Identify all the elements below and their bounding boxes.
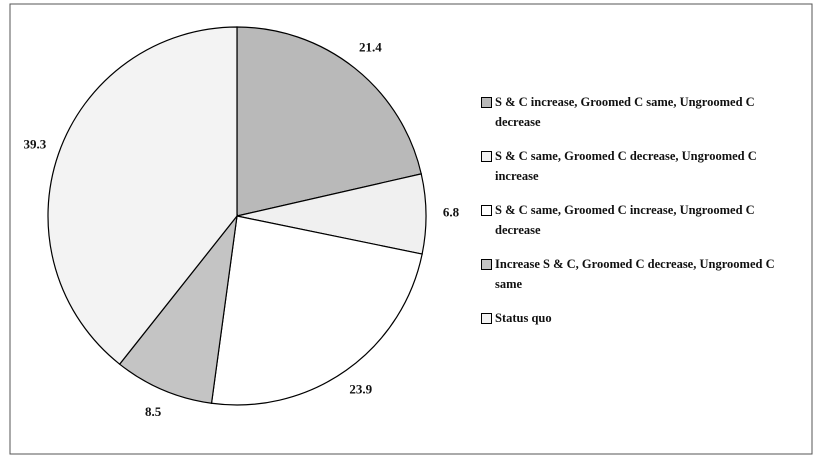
legend-label: S & C increase, Groomed C same, Ungroome… (495, 95, 755, 129)
legend-label: Increase S & C, Groomed C decrease, Ungr… (495, 257, 775, 291)
pie-slice (118, 213, 238, 404)
legend-item: Status quo (481, 308, 801, 328)
value-label: 8.5 (145, 404, 162, 419)
legend-item: Increase S & C, Groomed C decrease, Ungr… (481, 254, 801, 294)
pie-slice (210, 215, 423, 406)
pie-slice (47, 26, 238, 366)
legend-label: Status quo (495, 311, 552, 325)
frame (9, 3, 813, 455)
value-label: 6.8 (443, 205, 460, 220)
legend-label: S & C same, Groomed C decrease, Ungroome… (495, 149, 757, 183)
legend-item: S & C same, Groomed C decrease, Ungroome… (481, 146, 801, 186)
pie-slice (236, 26, 422, 217)
legend-swatch (481, 205, 492, 216)
legend: S & C increase, Groomed C same, Ungroome… (481, 92, 801, 342)
value-label: 21.4 (359, 40, 382, 55)
legend-swatch (481, 313, 492, 324)
legend-swatch (481, 97, 492, 108)
legend-item: S & C same, Groomed C increase, Ungroome… (481, 200, 801, 240)
value-label: 23.9 (349, 382, 372, 397)
legend-item: S & C increase, Groomed C same, Ungroome… (481, 92, 801, 132)
legend-swatch (481, 259, 492, 270)
legend-swatch (481, 151, 492, 162)
legend-label: S & C same, Groomed C increase, Ungroome… (495, 203, 755, 237)
value-label: 39.3 (24, 137, 47, 152)
